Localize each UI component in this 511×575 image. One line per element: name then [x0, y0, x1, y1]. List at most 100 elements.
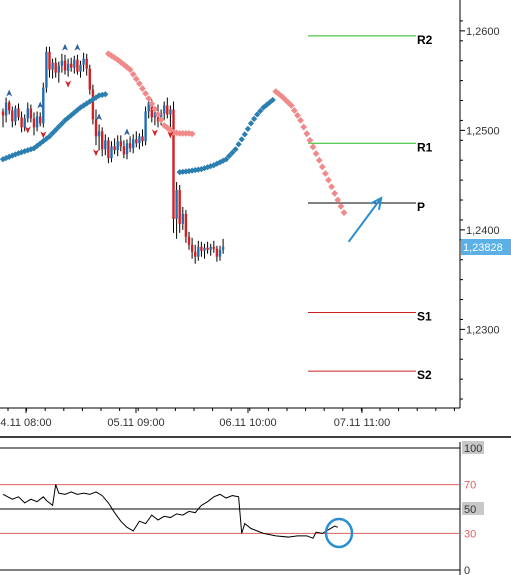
- parabolic-sar-dot: [334, 196, 342, 204]
- candle-body: [91, 89, 95, 120]
- indicator-tick-label: 100: [464, 443, 482, 455]
- time-tick-label: 07.11 11:00: [334, 417, 390, 429]
- candle-body: [42, 87, 45, 124]
- candle-body: [166, 105, 169, 115]
- candle-body: [181, 213, 184, 224]
- parabolic-sar-dot: [142, 90, 149, 97]
- parabolic-sar-dot: [139, 85, 146, 92]
- candle-body: [128, 143, 132, 149]
- candle-body: [172, 109, 175, 219]
- candle-body: [113, 146, 116, 151]
- candle-body: [101, 131, 104, 150]
- parabolic-sar-dot: [318, 163, 326, 171]
- parabolic-sar-dot: [303, 130, 311, 138]
- moving-average-dot: [55, 123, 62, 130]
- parabolic-sar-dot: [331, 189, 339, 197]
- parabolic-sar-dot: [328, 183, 335, 191]
- indicator-tick-label: 30: [464, 528, 476, 540]
- candle-body: [187, 236, 191, 245]
- candle-body: [88, 68, 91, 90]
- moving-average-dot: [244, 125, 252, 132]
- fractal-up-marker: [6, 89, 13, 97]
- candle-body: [4, 102, 8, 116]
- pivot-level-label: R2: [417, 33, 433, 47]
- highlight-circle: [324, 517, 354, 549]
- parabolic-sar-dot: [287, 102, 295, 109]
- candle-body: [194, 251, 197, 257]
- parabolic-sar-dot: [136, 80, 143, 87]
- candle-body: [200, 246, 203, 251]
- pivot-level-label: S1: [417, 309, 432, 323]
- candle-body: [206, 247, 209, 250]
- candle-body: [107, 140, 110, 159]
- candle-body: [122, 146, 126, 155]
- price-tick-label: 1,2400: [466, 225, 500, 237]
- parabolic-sar-dot: [145, 95, 153, 102]
- candle-body: [147, 102, 150, 112]
- fractal-down-marker: [40, 131, 47, 139]
- parabolic-sar-dot: [315, 156, 323, 164]
- parabolic-sar-dot: [309, 143, 317, 151]
- price-tick-label: 1,2300: [466, 324, 500, 336]
- candle-body: [32, 118, 36, 128]
- fractal-up-marker: [124, 128, 130, 136]
- parabolic-sar-dot: [132, 75, 140, 83]
- candle-body: [35, 116, 39, 128]
- candle-body: [94, 119, 98, 137]
- candle-body: [14, 108, 17, 122]
- candle-body: [104, 140, 107, 150]
- candle-body: [8, 102, 11, 111]
- candle-body: [76, 59, 79, 72]
- candle-body: [215, 248, 219, 257]
- parabolic-sar-dot: [322, 170, 329, 177]
- candle-body: [39, 116, 42, 124]
- candle-body: [1, 111, 5, 116]
- parabolic-sar-dot: [151, 105, 159, 113]
- parabolic-sar-dot: [340, 209, 348, 217]
- candle-body: [163, 105, 166, 114]
- parabolic-sar-dot: [306, 136, 314, 144]
- candle-body: [150, 102, 153, 118]
- moving-average-dot: [223, 156, 230, 163]
- candle-body: [26, 108, 29, 119]
- forecast-arrow-shaft: [347, 197, 383, 243]
- candle-body: [57, 65, 60, 73]
- moving-average-dot: [46, 133, 53, 140]
- candle-body: [51, 62, 54, 70]
- candle-body: [116, 141, 119, 151]
- candle-body: [29, 108, 33, 119]
- candle-body: [135, 139, 138, 144]
- moving-average-dot: [232, 146, 239, 153]
- candle-body: [190, 244, 194, 252]
- candle-body: [11, 110, 14, 122]
- candle-body: [141, 136, 144, 142]
- candle-body: [23, 118, 26, 128]
- candle-body: [85, 58, 88, 69]
- moving-average-dot: [238, 136, 245, 143]
- indicator-tick-bg: [462, 441, 484, 454]
- fractal-down-marker: [24, 126, 31, 134]
- candle-body: [82, 58, 85, 65]
- moving-average-dot: [241, 131, 248, 138]
- candle-body: [212, 246, 215, 249]
- candle-body: [178, 190, 181, 224]
- fractal-down-marker: [151, 129, 158, 137]
- candle-body: [110, 146, 113, 159]
- parabolic-sar-dot: [154, 111, 162, 118]
- parabolic-sar-dot: [300, 123, 308, 131]
- parabolic-sar-dot: [297, 117, 304, 124]
- candle-body: [79, 64, 82, 72]
- fractal-down-marker: [167, 131, 174, 139]
- time-tick-label: 06.11 10:00: [219, 417, 276, 429]
- fractal-up-marker: [74, 43, 81, 51]
- candle-body: [144, 111, 147, 142]
- time-tick-label: 05.11 09:00: [107, 417, 164, 429]
- candle-body: [54, 62, 57, 73]
- fractal-down-marker: [65, 80, 72, 88]
- indicator-tick-label: 70: [464, 480, 476, 492]
- candle-body: [70, 63, 73, 68]
- price-tick-label: 1,2500: [466, 125, 500, 137]
- parabolic-sar-dot: [188, 130, 196, 138]
- forecast-arrow-head: [370, 196, 383, 211]
